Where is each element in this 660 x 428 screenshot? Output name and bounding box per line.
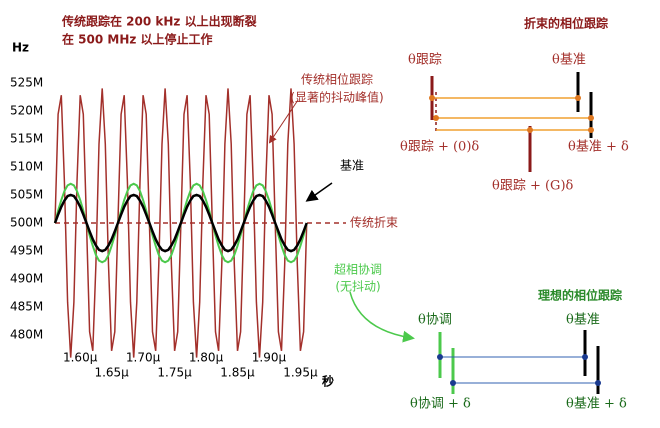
label: θ协调 + δ bbox=[410, 397, 471, 412]
label: θ跟踪 + (G)δ bbox=[492, 179, 574, 194]
y-tick-label: 495M bbox=[10, 244, 43, 258]
annotation: (无抖动) bbox=[335, 280, 380, 294]
label: θ协调 bbox=[418, 313, 452, 328]
y-tick-label: 490M bbox=[10, 272, 43, 286]
series-line bbox=[53, 193, 308, 253]
annotation: (显著的抖动峰值) bbox=[290, 90, 383, 105]
arrow bbox=[305, 182, 333, 202]
y-tick-label: 485M bbox=[10, 300, 43, 314]
label: θ基准 + δ bbox=[568, 140, 629, 155]
x-tick-label: 1.90µ bbox=[252, 351, 287, 365]
reference-label: 传统折束 bbox=[350, 215, 398, 230]
x-axis-label: 秒 bbox=[322, 374, 334, 389]
label: θ基准 bbox=[552, 53, 586, 68]
x-tick-label: 1.95µ bbox=[283, 366, 318, 380]
y-tick-label: 505M bbox=[10, 187, 43, 201]
label: θ基准 bbox=[566, 313, 600, 328]
diagram-title: 理想的相位跟踪 bbox=[538, 288, 622, 303]
diagram-title: 折束的相位跟踪 bbox=[524, 16, 608, 31]
arrow bbox=[268, 99, 299, 144]
series-label: 传统相位跟踪 bbox=[301, 72, 373, 87]
title: 在 500 MHz 以上停止工作 bbox=[62, 32, 213, 47]
x-tick-label: 1.75µ bbox=[157, 366, 192, 380]
arrow bbox=[349, 291, 415, 343]
x-tick-label: 1.85µ bbox=[220, 366, 255, 380]
label: θ跟踪 bbox=[408, 53, 442, 68]
y-tick-label: 500M bbox=[10, 216, 43, 230]
label: θ基准 + δ bbox=[566, 397, 627, 412]
diagram-shapes bbox=[429, 72, 594, 172]
y-axis-label: Hz bbox=[12, 41, 29, 55]
title: 传统跟踪在 200 kHz 以上出现断裂 bbox=[61, 14, 257, 29]
series-label: 基准 bbox=[340, 159, 364, 173]
x-tick-label: 1.65µ bbox=[94, 366, 129, 380]
x-tick-label: 1.60µ bbox=[63, 351, 98, 365]
y-tick-label: 525M bbox=[10, 75, 43, 89]
y-tick-label: 510M bbox=[10, 159, 43, 173]
diagram-shapes bbox=[437, 330, 601, 394]
y-tick-label: 515M bbox=[10, 131, 43, 145]
x-tick-label: 1.70µ bbox=[126, 351, 161, 365]
series-label: 超相协调 bbox=[334, 262, 382, 277]
y-tick-label: 480M bbox=[10, 328, 43, 342]
label: θ跟踪 + (0)δ bbox=[400, 140, 479, 155]
y-tick-label: 520M bbox=[10, 103, 43, 117]
x-tick-label: 1.80µ bbox=[189, 351, 224, 365]
